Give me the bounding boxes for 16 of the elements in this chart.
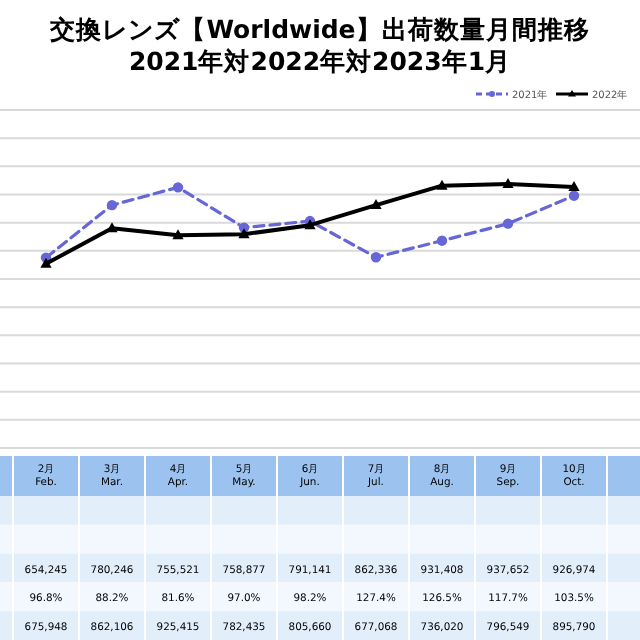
point xyxy=(436,235,448,246)
point xyxy=(106,222,118,233)
chart-subtitle: 2021年対2022年対2023年1月 xyxy=(128,46,512,76)
point xyxy=(370,252,382,263)
point xyxy=(568,190,580,201)
point xyxy=(40,257,52,268)
point xyxy=(568,180,580,191)
point xyxy=(502,177,514,188)
chart-title: 交換レンズ【Worldwide】出荷数量月間推移 xyxy=(48,14,590,44)
point xyxy=(370,199,382,210)
point xyxy=(172,229,184,240)
point xyxy=(106,199,118,211)
point xyxy=(436,179,448,190)
point xyxy=(238,228,250,239)
point xyxy=(502,218,514,229)
point xyxy=(172,182,184,193)
